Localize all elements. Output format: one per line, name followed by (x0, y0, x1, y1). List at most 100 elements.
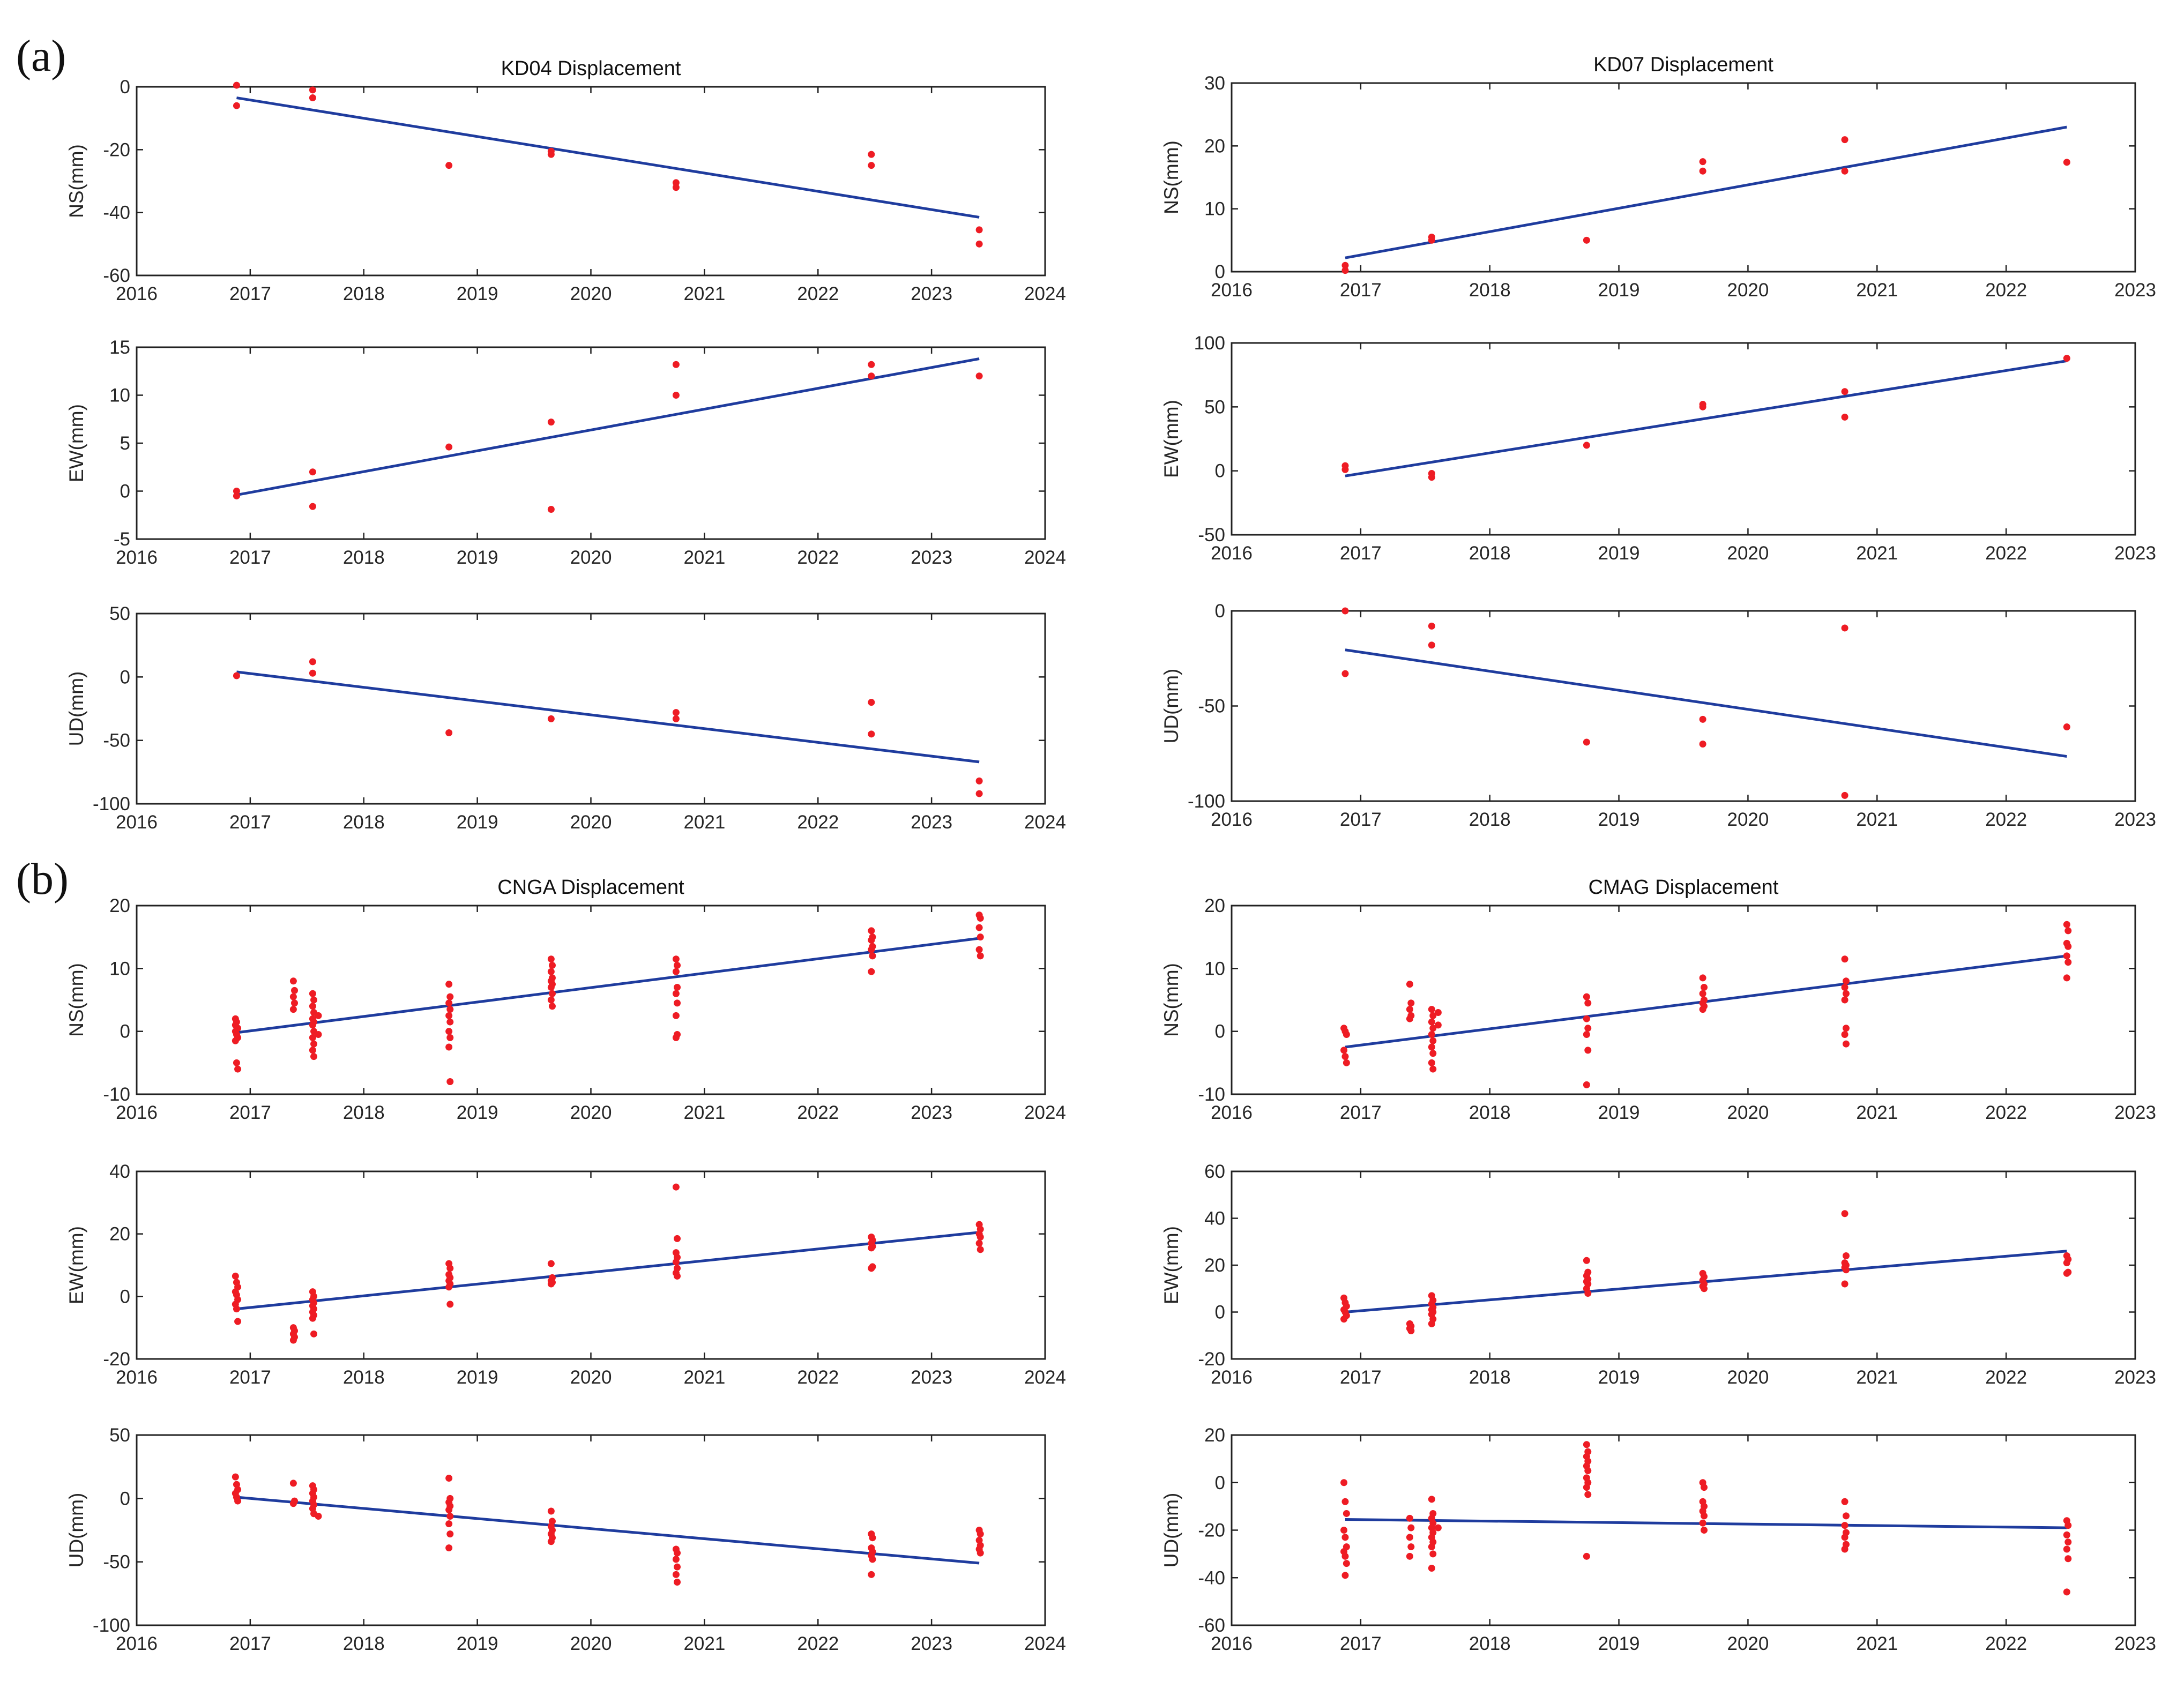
y-axis-label: UD(mm) (65, 671, 87, 746)
y-tick-label: 0 (120, 77, 130, 98)
plot-area (136, 1170, 1046, 1360)
data-point (1340, 1527, 1348, 1534)
data-point (446, 1078, 454, 1086)
y-tick-label: 0 (1215, 1302, 1225, 1323)
data-point (2064, 959, 2072, 966)
data-point (1841, 413, 1848, 421)
y-tick-label: 50 (109, 1425, 130, 1446)
data-point (1583, 738, 1590, 746)
y-axis-label: UD(mm) (65, 1493, 87, 1568)
data-point (1429, 1012, 1437, 1019)
x-tick-label: 2016 (1211, 1102, 1253, 1123)
data-point (1341, 607, 1349, 615)
y-tick-label: 20 (1204, 1425, 1225, 1446)
data-point (1428, 622, 1435, 630)
plot-area (136, 86, 1046, 277)
x-tick-label: 2024 (1024, 812, 1066, 833)
x-tick-label: 2018 (343, 812, 385, 833)
data-point (310, 996, 318, 1004)
chart-title: KD04 Displacement (501, 57, 681, 80)
data-point (547, 984, 555, 991)
x-tick-label: 2017 (1340, 1633, 1382, 1654)
data-point (1428, 1543, 1435, 1551)
data-point (674, 1235, 681, 1242)
chart-cmag-ns: 2016 2017 2018 2019 2020 2021 2022 2023 -10 0 10 20… (1160, 876, 2156, 1123)
y-tick-label: 20 (109, 1224, 130, 1245)
data-point (309, 990, 316, 997)
data-point (1583, 1015, 1590, 1022)
data-point (975, 240, 983, 248)
data-point (868, 968, 875, 975)
y-axis-label: NS(mm) (1160, 140, 1182, 214)
data-point (975, 924, 983, 931)
data-point (2063, 1259, 2070, 1267)
data-point (548, 1003, 556, 1010)
data-point (975, 946, 983, 953)
data-point (446, 1006, 454, 1013)
data-point (289, 1336, 297, 1344)
x-tick-label: 2022 (797, 812, 839, 833)
x-tick-label: 2021 (1856, 280, 1898, 301)
data-point (975, 777, 983, 785)
data-point (1429, 1065, 1437, 1073)
data-point (2063, 1269, 2070, 1277)
plot-area (1231, 1170, 2136, 1360)
y-tick-label: 50 (1204, 397, 1225, 417)
plot-area (136, 346, 1046, 540)
data-point (1428, 236, 1435, 244)
data-point (977, 933, 984, 941)
data-point (446, 1034, 454, 1041)
data-point (2064, 1522, 2072, 1529)
data-point (1341, 1053, 1349, 1060)
data-point (446, 993, 454, 1000)
x-tick-label: 2020 (570, 1367, 612, 1388)
x-tick-label: 2019 (1598, 543, 1640, 564)
y-tick-label: 10 (109, 958, 130, 979)
data-point (289, 993, 297, 1000)
x-tick-label: 2021 (683, 283, 725, 304)
y-tick-label: 0 (1215, 1021, 1225, 1042)
data-point (1699, 990, 1706, 997)
y-tick-label: 0 (120, 1021, 130, 1042)
data-point (1584, 1047, 1592, 1054)
y-tick-label: -40 (1198, 1567, 1225, 1588)
data-point (2063, 921, 2070, 928)
data-point (1428, 1031, 1435, 1039)
data-point (1583, 236, 1590, 244)
x-tick-label: 2018 (1469, 1633, 1511, 1654)
data-point (233, 672, 240, 679)
data-point (547, 996, 555, 1004)
data-point (233, 81, 240, 89)
x-tick-label: 2018 (1469, 1367, 1511, 1388)
data-point (1841, 996, 1848, 1004)
x-tick-label: 2017 (1340, 280, 1382, 301)
data-point (672, 361, 680, 368)
data-point (1583, 993, 1590, 1000)
data-point (1434, 1524, 1442, 1531)
data-point (446, 1512, 454, 1520)
data-point (1699, 974, 1706, 982)
data-point (309, 86, 316, 94)
chart-cnga-ew: 2016 2017 2018 2019 2020 2021 2022 2023 2024 -20 0… (65, 1161, 1066, 1388)
data-point (1842, 1512, 1850, 1520)
data-point (1841, 136, 1848, 144)
x-tick-label: 2017 (229, 1102, 271, 1123)
data-point (869, 1556, 876, 1563)
data-point (1341, 267, 1349, 274)
x-tick-label: 2020 (570, 547, 612, 568)
y-axis-label: NS(mm) (65, 963, 87, 1037)
data-point (1842, 990, 1850, 997)
data-point (547, 968, 555, 975)
y-axis-label: EW(mm) (1160, 1226, 1182, 1304)
data-point (674, 961, 681, 969)
y-tick-label: 60 (1204, 1161, 1225, 1182)
data-point (672, 968, 680, 975)
data-point (975, 1239, 983, 1247)
x-tick-label: 2024 (1024, 1633, 1066, 1654)
data-point (1841, 167, 1848, 175)
data-point (1429, 1025, 1437, 1032)
data-point (1841, 984, 1848, 991)
data-point (445, 1544, 453, 1552)
data-point (1434, 1021, 1442, 1029)
